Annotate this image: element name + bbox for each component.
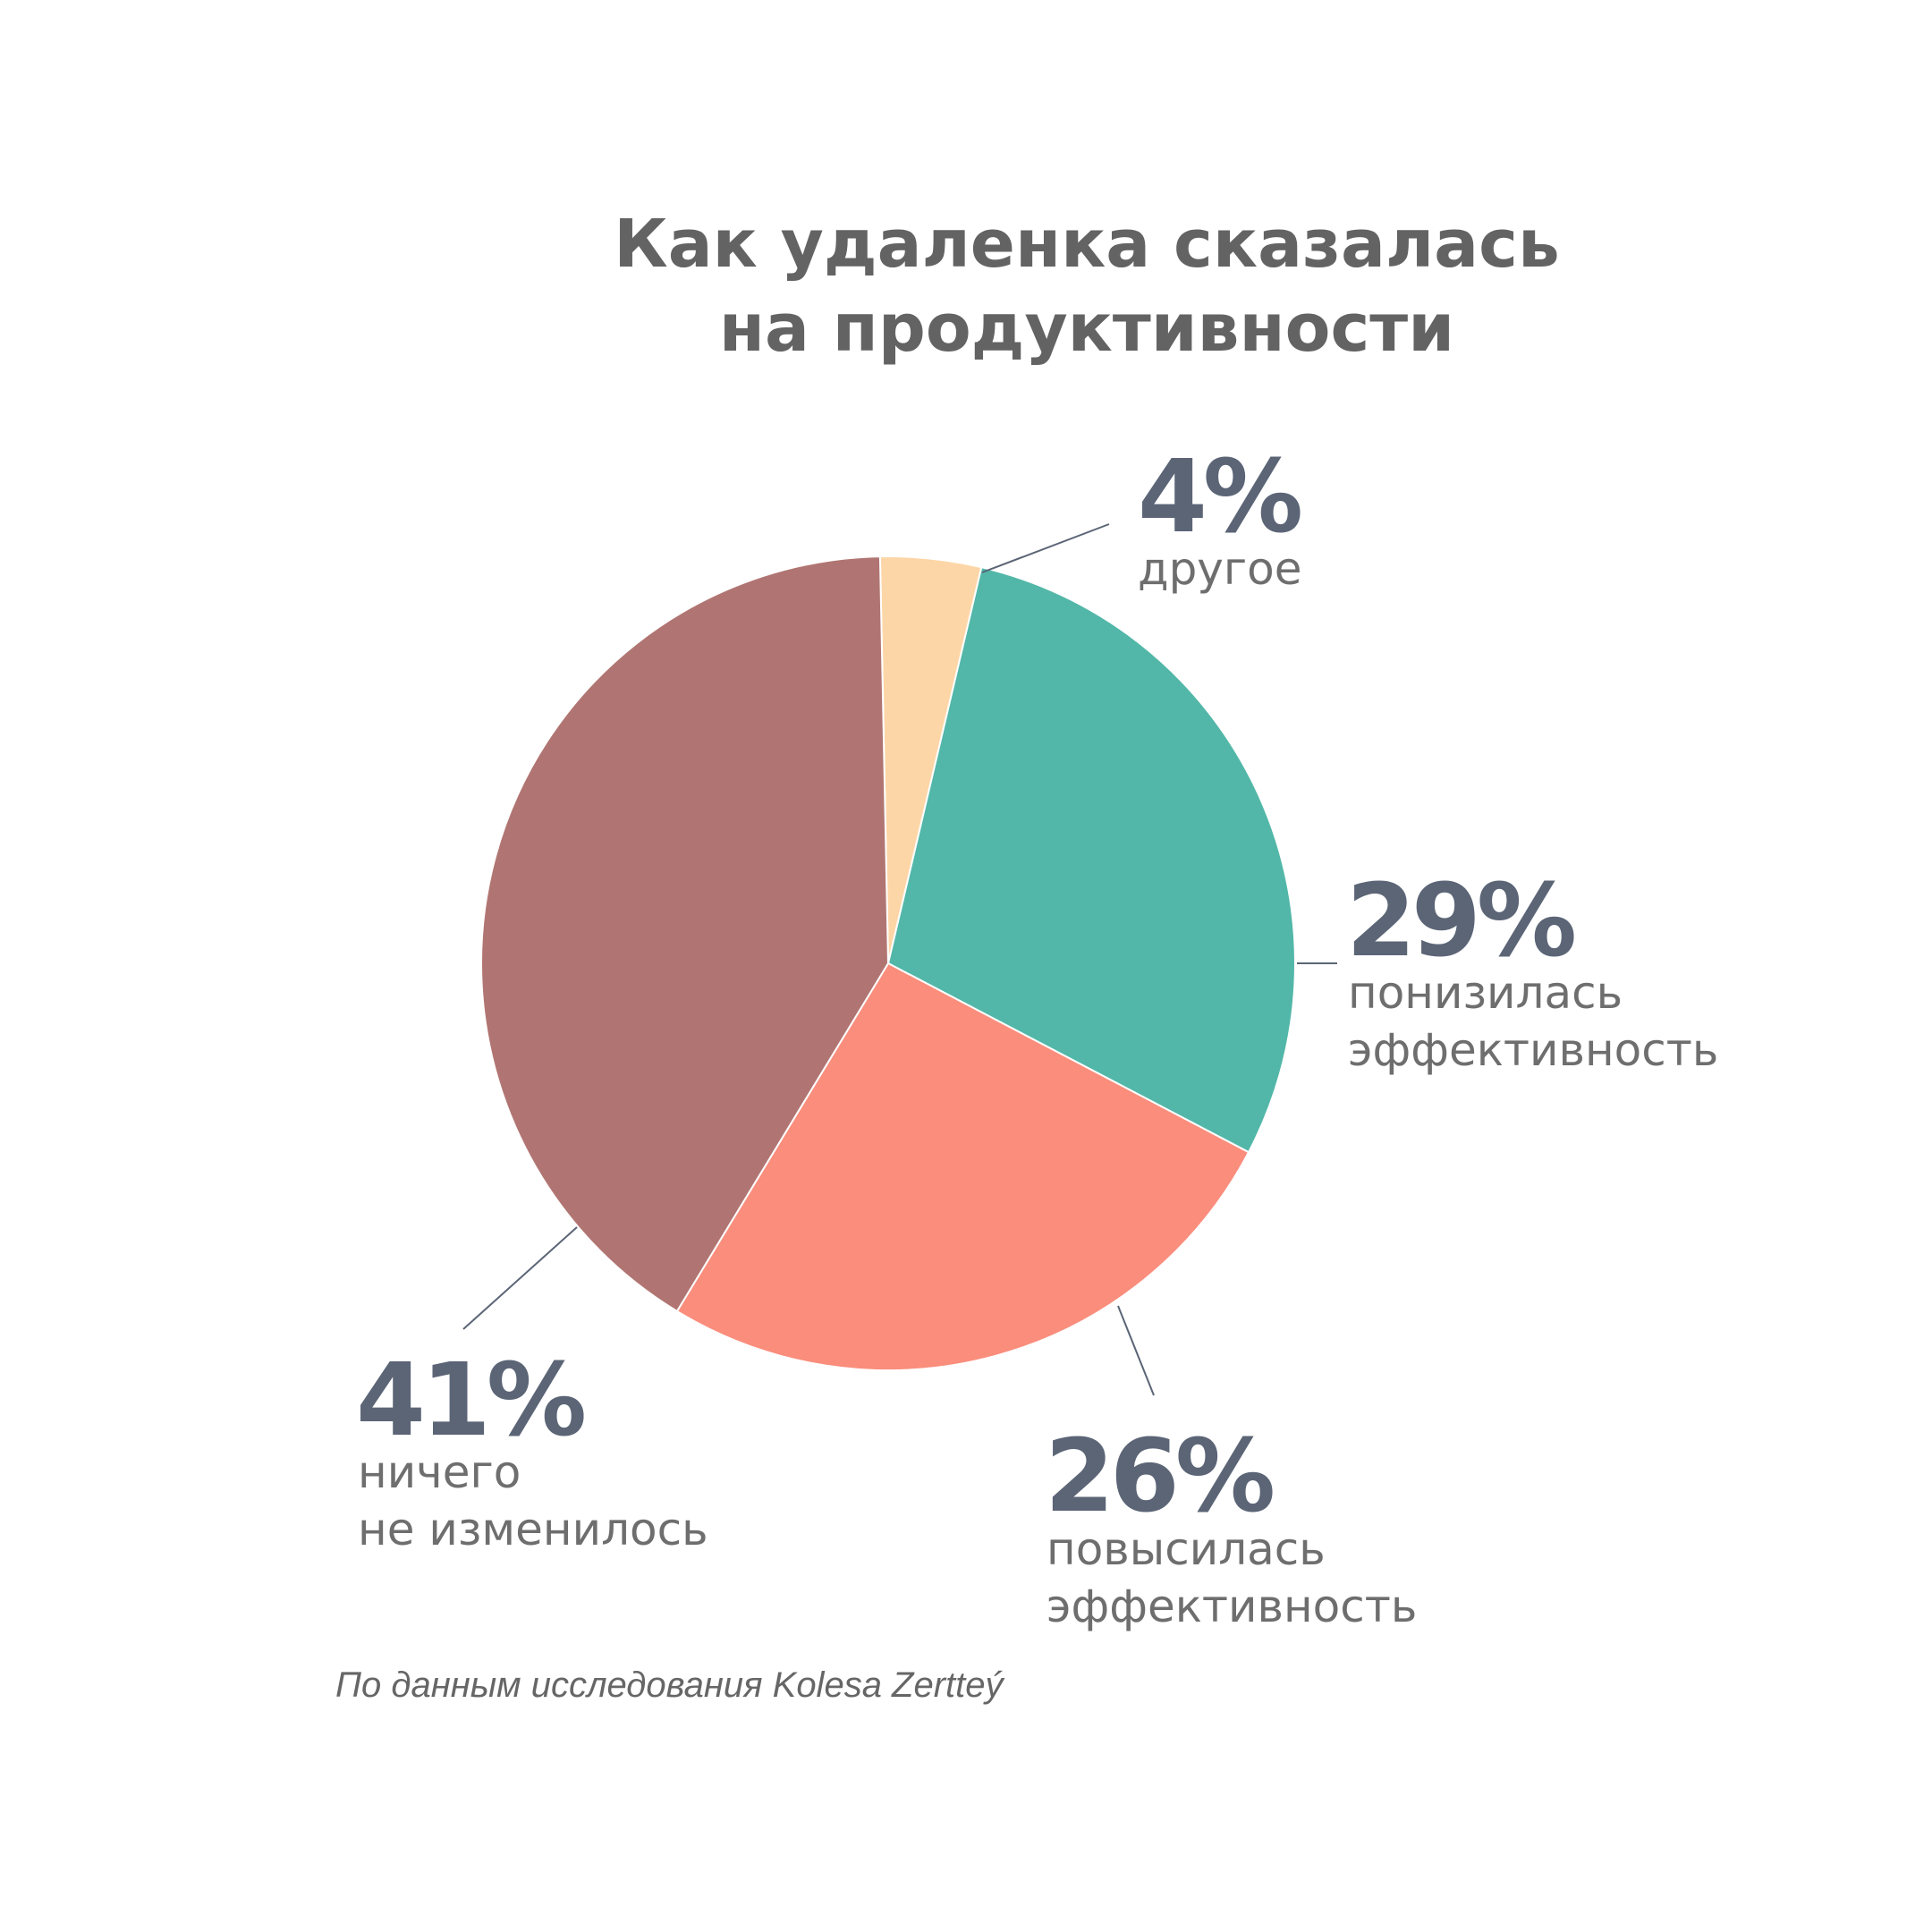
slice-label-decreased-line-2: эффективность [1348,1024,1719,1076]
slice-percent-decreased: 29% [1346,863,1577,979]
chart-title: Как удаленка сказалась на продуктивности [519,202,1655,370]
slice-percent-increased: 26% [1045,1419,1275,1535]
pie-slice-increased [675,962,1250,1371]
slice-label-increased-line-1: повысилась [1046,1523,1326,1575]
slice-label-increased-line-2: эффективность [1046,1580,1418,1632]
pie-slice-unchanged [480,555,890,1313]
slice-label-increased: повысилась эффективность [1046,1521,1417,1635]
slice-percent-unchanged: 41% [356,1343,587,1459]
pie-slice-decreased [886,565,1296,1154]
chart-title-line-1: Как удаленка сказалась [614,206,1560,283]
slice-label-decreased: понизилась эффективность [1348,964,1718,1079]
slice-label-unchanged: ничего не изменилось [358,1444,708,1558]
slice-label-decreased-line-1: понизилась [1348,967,1623,1019]
slice-label-other: другое [1138,540,1302,597]
slice-label-unchanged-line-2: не изменилось [358,1504,708,1555]
leader-line-other [981,523,1110,573]
source-note: По данным исследования Kolesa Zertteý [335,1665,1004,1705]
slice-percent-other: 4% [1138,439,1303,555]
slice-label-unchanged-line-1: ничего [358,1446,521,1498]
chart-title-line-2: на продуктивности [718,290,1455,367]
leader-line-increased [1117,1305,1155,1396]
leader-line-unchanged [462,1226,578,1330]
slice-label-other-line-1: другое [1138,543,1302,595]
